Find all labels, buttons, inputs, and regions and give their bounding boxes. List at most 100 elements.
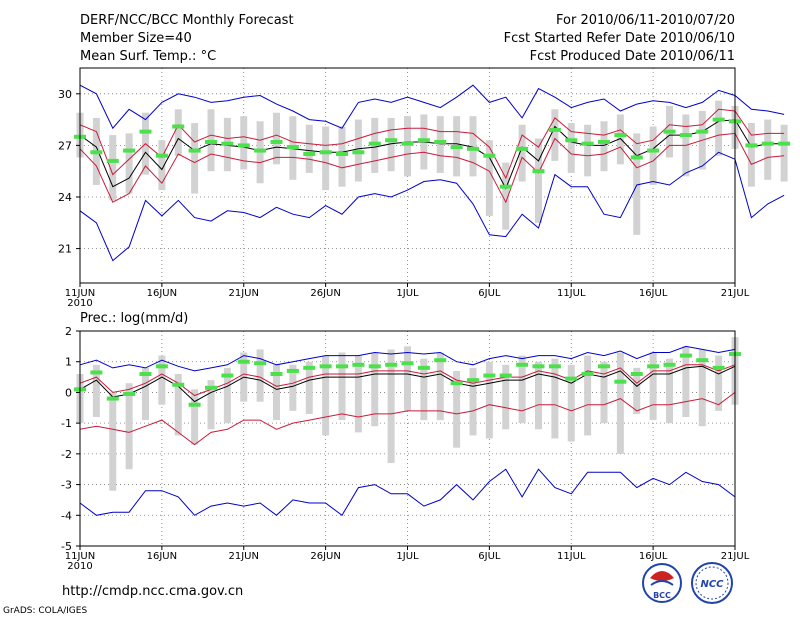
spread-bar (649, 352, 657, 421)
y-tick-label: 0 (65, 386, 72, 399)
observed-marker (401, 141, 414, 146)
series-line-mean-1sd (79, 108, 785, 180)
grads-credit: GrADS: COLA/IGES (3, 606, 87, 616)
observed-marker (123, 148, 136, 153)
observed-marker (696, 129, 709, 134)
spread-bar (567, 364, 575, 442)
observed-marker (401, 361, 414, 366)
spread-bar (633, 133, 641, 235)
observed-marker (352, 362, 365, 367)
x-year-label: 2010 (67, 298, 92, 309)
observed-marker (254, 361, 267, 366)
bcc-logo-text: BCC (653, 591, 671, 600)
header-title: DERF/NCC/BCC Monthly Forecast (80, 13, 294, 28)
observed-marker (270, 139, 283, 144)
observed-marker (467, 146, 479, 151)
spread-bar (387, 117, 395, 172)
spread-bar (174, 109, 182, 156)
spread-bar (404, 346, 411, 411)
observed-marker (106, 158, 119, 163)
observed-marker (450, 381, 463, 386)
observed-marker (499, 184, 512, 189)
observed-marker (221, 373, 234, 378)
spread-bar (535, 361, 542, 430)
observed-marker (647, 148, 660, 153)
spread-bar (92, 364, 100, 417)
observed-marker (516, 362, 529, 367)
observed-marker (237, 143, 250, 148)
spread-bar (158, 140, 166, 191)
x-tick-label: 16JUN (147, 551, 177, 562)
spread-bar (436, 352, 444, 421)
spread-bar (551, 109, 559, 161)
observed-marker (565, 376, 578, 381)
spread-bar (223, 367, 231, 424)
x-tick-label: 11JUL (557, 551, 586, 562)
observed-marker (467, 378, 479, 383)
header-start-date: Fcst Started Refer Date 2010/06/10 (504, 31, 735, 46)
x-year-label: 2010 (67, 561, 92, 572)
observed-marker (630, 155, 643, 160)
spread-bar (584, 355, 592, 436)
spread-bar (485, 361, 493, 439)
panel1-title: Mean Surf. Temp.: °C (80, 49, 216, 64)
spread-bar (649, 126, 657, 185)
y-tick-label: -5 (61, 540, 72, 553)
x-tick-label: 16JUN (147, 288, 177, 299)
spread-bar (453, 370, 461, 448)
panel2-title: Prec.: log(mm/d) (80, 311, 188, 326)
y-tick-label: -4 (61, 509, 72, 522)
observed-marker (434, 358, 447, 363)
spread-bar (518, 124, 526, 182)
observed-marker (548, 364, 561, 369)
observed-marker (155, 364, 168, 369)
spread-bar (485, 140, 493, 216)
spread-bar (322, 126, 330, 191)
series-line-minimum (79, 468, 736, 517)
observed-marker (172, 124, 185, 129)
spread-bar (273, 364, 280, 421)
observed-marker (548, 127, 561, 132)
x-tick-label: 1JUL (396, 288, 419, 299)
series-line-minimum (79, 151, 785, 262)
spread-bar (125, 133, 133, 194)
spread-bar (682, 346, 690, 417)
ncc-logo-text: NCC (700, 579, 724, 590)
spread-bar (305, 361, 313, 414)
spread-bar (125, 383, 133, 470)
observed-marker (303, 152, 316, 156)
spread-bar (354, 355, 362, 433)
footer-url: http://cmdp.ncc.cma.gov.cn (62, 584, 243, 599)
spread-bar (518, 355, 526, 424)
spread-bar (240, 116, 248, 170)
spread-bar (305, 124, 313, 173)
header-period: For 2010/06/11-2010/07/20 (556, 13, 735, 28)
header-member-size: Member Size=40 (80, 31, 192, 46)
y-tick-label: 1 (65, 356, 72, 369)
observed-marker (352, 150, 365, 155)
spread-bar (780, 124, 788, 182)
observed-marker (696, 358, 709, 363)
spread-bar (338, 352, 346, 421)
spread-bar (535, 138, 542, 223)
observed-marker (647, 364, 660, 369)
spread-bar (584, 124, 592, 177)
observed-marker (90, 370, 103, 375)
ncc-logo: NCC (691, 562, 733, 604)
spread-bar (747, 123, 755, 187)
observed-marker (90, 150, 103, 155)
spread-bar (387, 349, 395, 464)
x-tick-label: 26JUN (310, 551, 340, 562)
x-tick-label: 26JUN (310, 288, 340, 299)
observed-marker (336, 152, 348, 156)
series-line-mean-1sd (79, 132, 785, 204)
spread-bar (158, 355, 166, 405)
x-tick-label: 6JUL (478, 551, 501, 562)
x-tick-label: 16JUL (639, 551, 668, 562)
spread-bar (616, 352, 624, 454)
spread-bar (322, 355, 330, 436)
observed-marker (679, 353, 692, 358)
y-tick-label: -2 (61, 448, 72, 461)
observed-marker (434, 139, 447, 144)
x-tick-label: 11JUN (65, 288, 95, 299)
